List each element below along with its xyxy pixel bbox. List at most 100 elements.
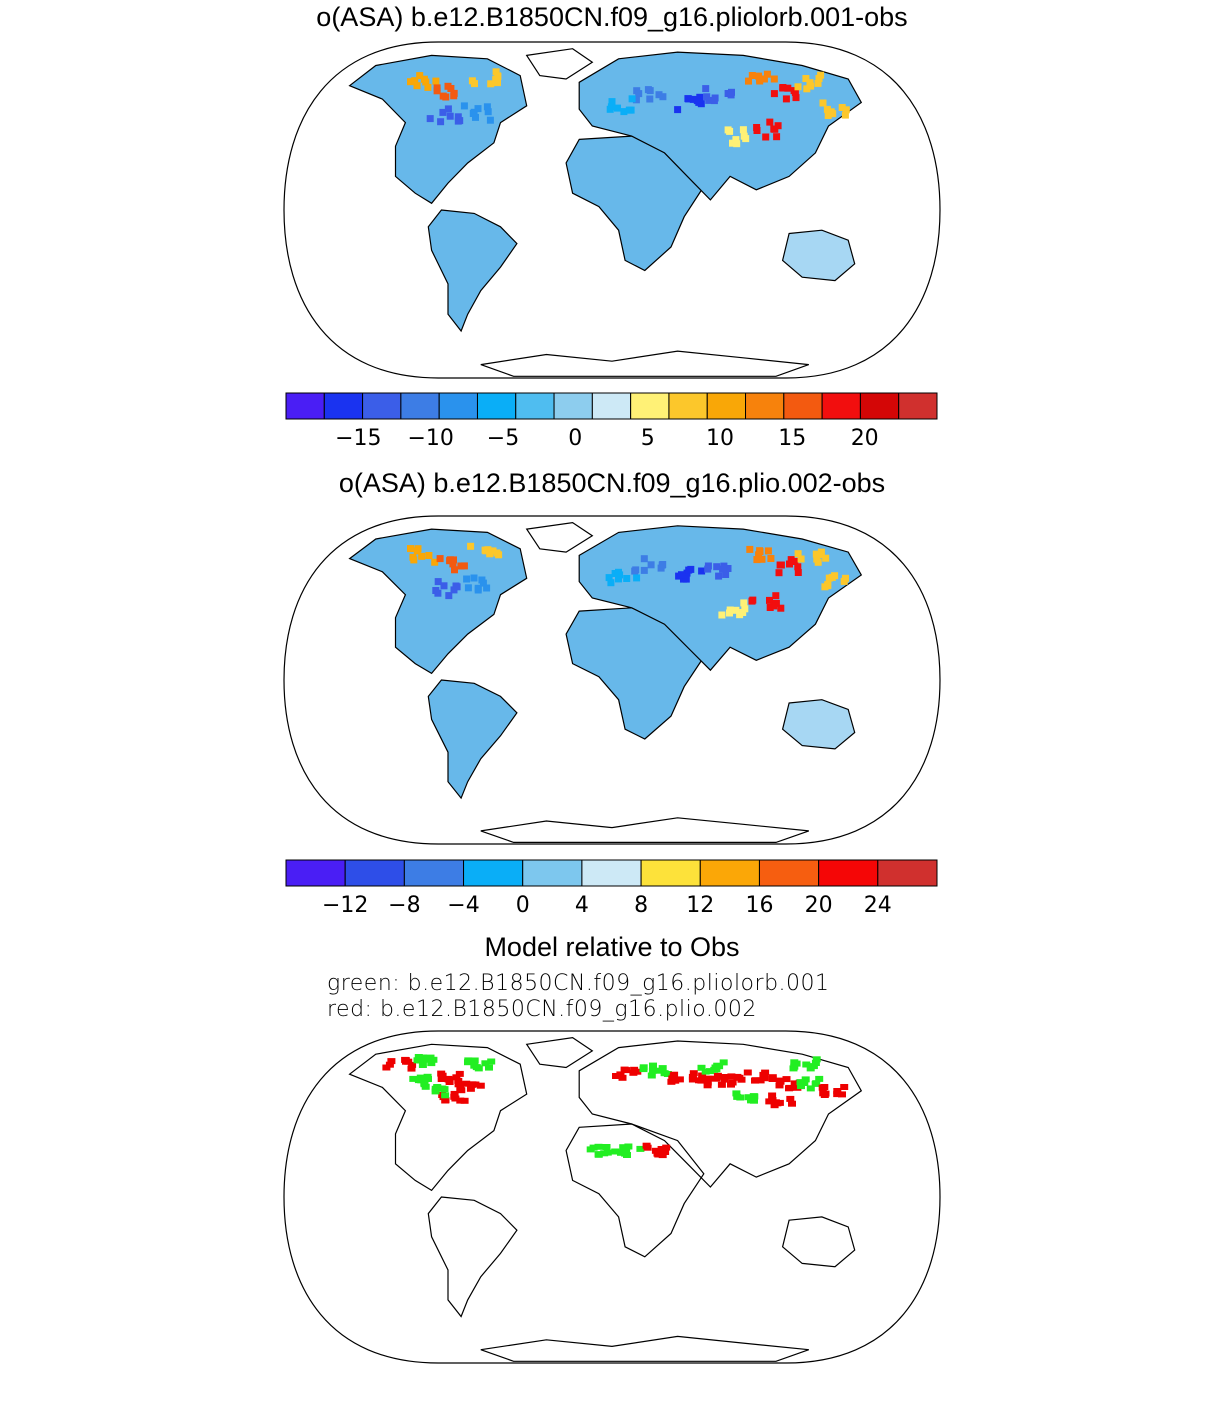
red-cell	[704, 1075, 713, 1082]
green-cell	[796, 1079, 805, 1086]
anomaly-cell	[739, 126, 747, 134]
green-cell	[470, 1057, 479, 1064]
anomaly-cell	[486, 550, 494, 558]
anomaly-cell	[787, 556, 795, 564]
continent-southAmerica	[427, 209, 518, 333]
continent-greenland	[525, 521, 594, 553]
anomaly-cell	[439, 108, 447, 116]
anomaly-cell	[425, 552, 433, 559]
anomaly-cell	[746, 545, 754, 553]
anomaly-cell	[718, 611, 726, 619]
red-cell	[466, 1085, 475, 1092]
anomaly-cell	[786, 560, 793, 568]
colorbar-segment	[285, 859, 346, 887]
continent-australia	[781, 1216, 856, 1268]
red-cell	[658, 1152, 667, 1159]
red-cell	[387, 1058, 396, 1065]
colorbar-tick-label: 10	[706, 426, 734, 451]
anomaly-cell	[715, 572, 723, 580]
red-cell	[768, 1076, 777, 1082]
anomaly-cell	[442, 93, 450, 101]
anomaly-cell	[678, 571, 685, 579]
colorbar-tick-label: −12	[322, 893, 368, 918]
anomaly-cell	[823, 105, 831, 113]
colorbar-segment	[403, 859, 465, 887]
red-cell	[790, 1080, 799, 1087]
anomaly-cell	[733, 140, 741, 148]
anomaly-cell	[411, 77, 419, 85]
anomaly-cell	[814, 79, 822, 87]
panel2-title: o(ASA) b.e12.B1850CN.f09_g16.plio.002-ob…	[338, 468, 886, 498]
colorbar-segment	[668, 392, 708, 420]
colorbar-tick-label: 5	[641, 426, 655, 451]
colorbar-tick-label: −5	[487, 426, 519, 451]
anomaly-cell	[684, 95, 692, 103]
colorbar-segment	[400, 392, 440, 420]
red-cell	[695, 1077, 703, 1084]
anomaly-cell	[434, 578, 442, 586]
anomaly-cell	[431, 558, 439, 566]
anomaly-cell	[729, 139, 736, 147]
anomaly-cell	[640, 566, 648, 574]
colorbar-segment	[821, 392, 861, 420]
anomaly-cell	[682, 575, 690, 583]
red-cell	[454, 1081, 463, 1088]
green-cell	[639, 1064, 648, 1071]
continent-australia	[781, 229, 856, 282]
colorbar-segment	[522, 859, 583, 887]
anomaly-cell	[483, 103, 491, 111]
anomaly-cell	[726, 609, 733, 617]
colorbar-segment	[591, 392, 632, 420]
anomaly-cell	[748, 72, 756, 79]
anomaly-cell	[614, 104, 621, 112]
anomaly-cell	[470, 574, 478, 582]
red-cell	[838, 1091, 846, 1098]
anomaly-cell	[424, 83, 432, 91]
anomaly-cell	[794, 550, 802, 558]
red-cell	[699, 1076, 708, 1083]
anomaly-cell	[659, 561, 667, 568]
anomaly-cell	[483, 584, 491, 592]
anomaly-cell	[770, 90, 778, 98]
green-cell	[636, 1145, 645, 1152]
colorbar-segment	[859, 392, 900, 420]
anomaly-cell	[640, 555, 648, 563]
colorbar-tick-label: −10	[407, 426, 453, 451]
anomaly-cell	[426, 115, 434, 123]
red-cell	[444, 1075, 453, 1082]
anomaly-cell	[437, 118, 445, 126]
anomaly-cell	[762, 133, 770, 141]
red-cell	[698, 1072, 707, 1079]
anomaly-cell	[413, 547, 421, 555]
red-cell	[460, 1097, 469, 1104]
green-cell	[647, 1072, 656, 1079]
colorbar-segment	[463, 859, 524, 887]
green-cell	[812, 1080, 821, 1087]
map-frame	[283, 1030, 941, 1364]
green-cell	[811, 1060, 820, 1066]
continent-northAmerica	[348, 1043, 528, 1192]
map-frame	[283, 515, 941, 845]
red-cell	[771, 1099, 780, 1106]
red-cell	[450, 1093, 459, 1100]
anomaly-cell	[740, 599, 748, 607]
colorbar-tick-label: 4	[575, 893, 589, 918]
continent-antarctica	[480, 1335, 810, 1362]
red-cell	[788, 1100, 796, 1107]
anomaly-cell	[794, 83, 802, 91]
anomaly-cell	[440, 582, 448, 590]
anomaly-cell	[782, 95, 790, 103]
anomaly-cell	[732, 606, 740, 614]
green-cell	[697, 1064, 706, 1071]
green-cell	[433, 1084, 442, 1091]
red-cell	[821, 1090, 830, 1097]
anomaly-cell	[449, 560, 457, 568]
colorbar-segment	[344, 859, 405, 887]
anomaly-cell	[674, 106, 682, 114]
anomaly-cell	[766, 604, 774, 611]
red-cell	[675, 1076, 684, 1083]
colorbar-segment	[515, 392, 555, 420]
green-cell	[797, 1083, 805, 1090]
comparison-green-legend: green: b.e12.B1850CN.f09_g16.pliolorb.00…	[327, 971, 830, 996]
green-cell	[602, 1144, 611, 1150]
